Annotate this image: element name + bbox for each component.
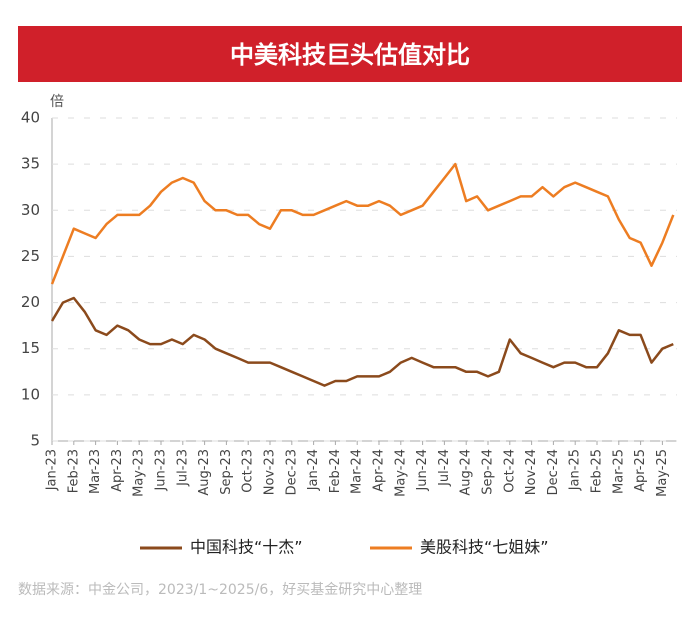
x-tick-label: May-25 [655,449,670,497]
x-tick-label: Apr-24 [372,449,387,492]
y-tick-label: 15 [21,339,40,357]
x-tick-label: Oct-23 [241,449,256,493]
y-tick-label: 35 [21,155,40,173]
x-tick-label: Jan-24 [306,449,321,491]
x-tick-label: Dec-24 [546,449,561,495]
series-line [50,162,675,285]
x-tick-label: Mar-25 [611,449,626,494]
x-tick-label: Jan-25 [568,449,583,491]
x-tick-label: May-24 [393,449,408,497]
x-tick-label: Oct-24 [502,449,517,493]
y-tick-label: 40 [21,109,40,127]
x-tick-label: Sep-23 [219,449,234,495]
x-tick-label: Sep-24 [481,449,496,495]
x-tick-label: Feb-24 [328,449,343,493]
legend-label: 美股科技“七姐妹” [420,538,549,557]
legend-label: 中国科技“十杰” [190,538,303,557]
y-tick-label: 30 [21,201,40,219]
series-line [50,296,674,387]
x-tick-label: Mar-24 [350,449,365,494]
title-banner [18,26,682,82]
x-tick-label: Apr-25 [633,449,648,492]
x-tick-label: Dec-23 [284,449,299,495]
x-tick-label: Jun-23 [154,449,169,492]
y-tick-label: 25 [21,247,40,265]
x-tick-label: Nov-24 [524,449,539,495]
x-tick-label: Jan-23 [45,449,60,491]
x-tick-label: Feb-25 [590,449,605,493]
y-tick-label: 10 [21,385,40,403]
x-tick-label: May-23 [132,449,147,497]
x-tick-label: Nov-23 [263,449,278,495]
x-tick-label: Mar-23 [88,449,103,494]
y-tick-label: 20 [21,293,40,311]
y-tick-label: 5 [30,432,40,450]
x-tick-label: Jun-24 [415,449,430,492]
chart-title: 中美科技巨头估值对比 [230,41,470,69]
y-unit: 倍 [50,94,64,110]
source-note: 数据来源：中金公司，2023/1~2025/6，好买基金研究中心整理 [18,581,422,598]
x-tick-label: Aug-23 [197,449,212,496]
x-tick-label: Feb-23 [66,449,81,493]
x-tick-label: Apr-23 [110,449,125,492]
x-tick-label: Aug-24 [459,449,474,496]
x-tick-label: Jul-23 [175,449,190,487]
x-tick-label: Jul-24 [437,449,452,487]
